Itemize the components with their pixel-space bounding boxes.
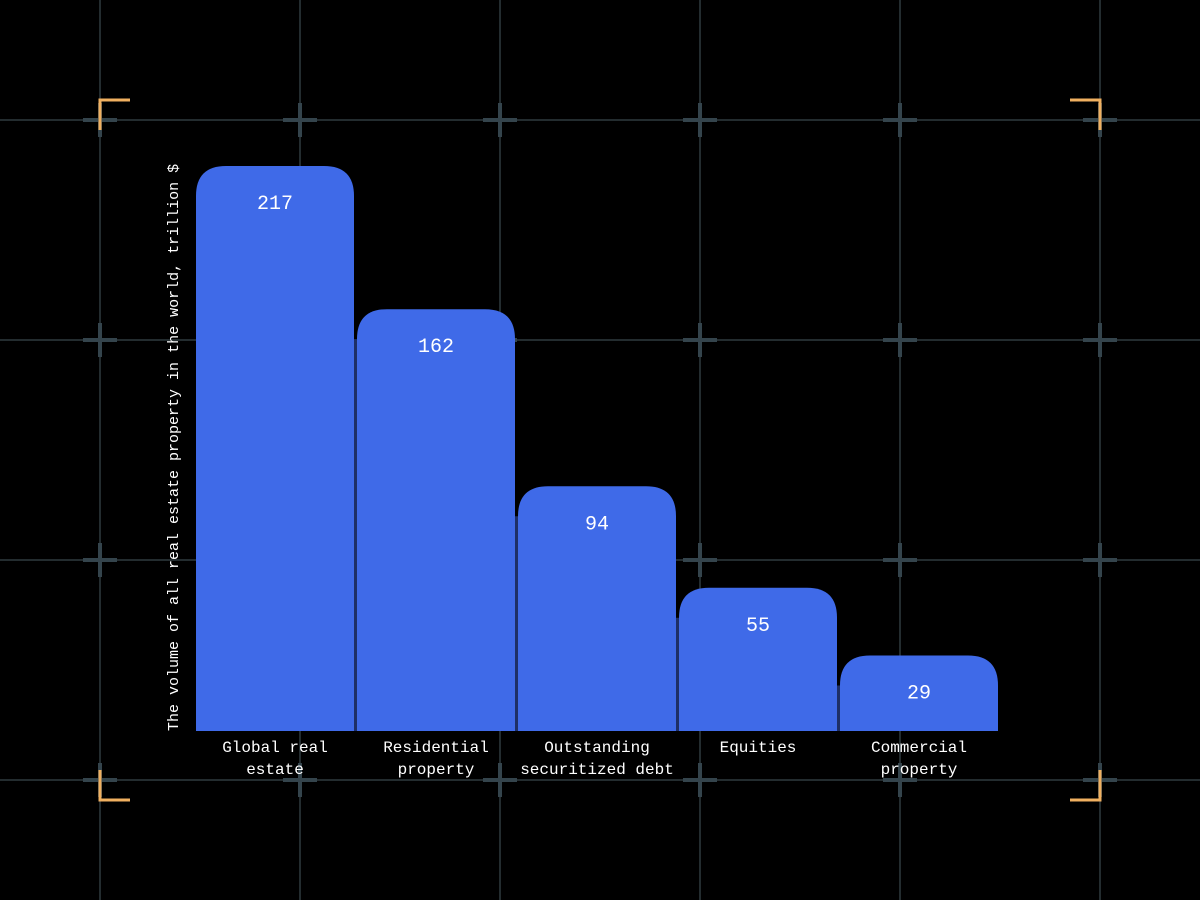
cross xyxy=(883,323,917,357)
cross xyxy=(483,763,517,797)
cross xyxy=(883,763,917,797)
bar-shadow xyxy=(354,339,359,731)
cross xyxy=(683,763,717,797)
cross xyxy=(883,543,917,577)
y-axis-label: The volume of all real estate property i… xyxy=(166,164,183,731)
cross xyxy=(683,103,717,137)
cross xyxy=(83,543,117,577)
cross xyxy=(483,103,517,137)
cross xyxy=(283,103,317,137)
cross xyxy=(683,323,717,357)
bar-shadow xyxy=(676,617,681,731)
corner-bracket xyxy=(1070,770,1102,802)
cross xyxy=(683,543,717,577)
bar xyxy=(518,486,676,731)
value-label: 29 xyxy=(907,682,931,705)
bar-shadow xyxy=(837,685,842,731)
cross xyxy=(1083,543,1117,577)
bar-shadow xyxy=(515,516,520,731)
value-label: 217 xyxy=(257,193,293,216)
corner-bracket xyxy=(1070,98,1102,130)
value-label: 162 xyxy=(418,336,454,359)
bar xyxy=(196,166,354,731)
corner-bracket xyxy=(98,770,130,802)
x-tick-label: Commercial property xyxy=(870,739,967,779)
bar xyxy=(840,655,998,731)
value-label: 94 xyxy=(585,513,609,536)
x-tick-label: Global real estate xyxy=(222,739,328,779)
bar xyxy=(679,587,837,731)
cross xyxy=(1083,323,1117,357)
bars: 217 162 94 55 29 xyxy=(196,166,998,731)
x-tick-label: Residential property xyxy=(383,739,489,779)
cross xyxy=(283,763,317,797)
cross xyxy=(83,323,117,357)
x-tick-label: Equities xyxy=(719,739,797,757)
corner-bracket xyxy=(98,98,130,130)
x-tick-label: Outstanding securitized debt xyxy=(520,739,674,779)
cross xyxy=(883,103,917,137)
bar xyxy=(357,309,515,731)
value-label: 55 xyxy=(746,615,770,638)
